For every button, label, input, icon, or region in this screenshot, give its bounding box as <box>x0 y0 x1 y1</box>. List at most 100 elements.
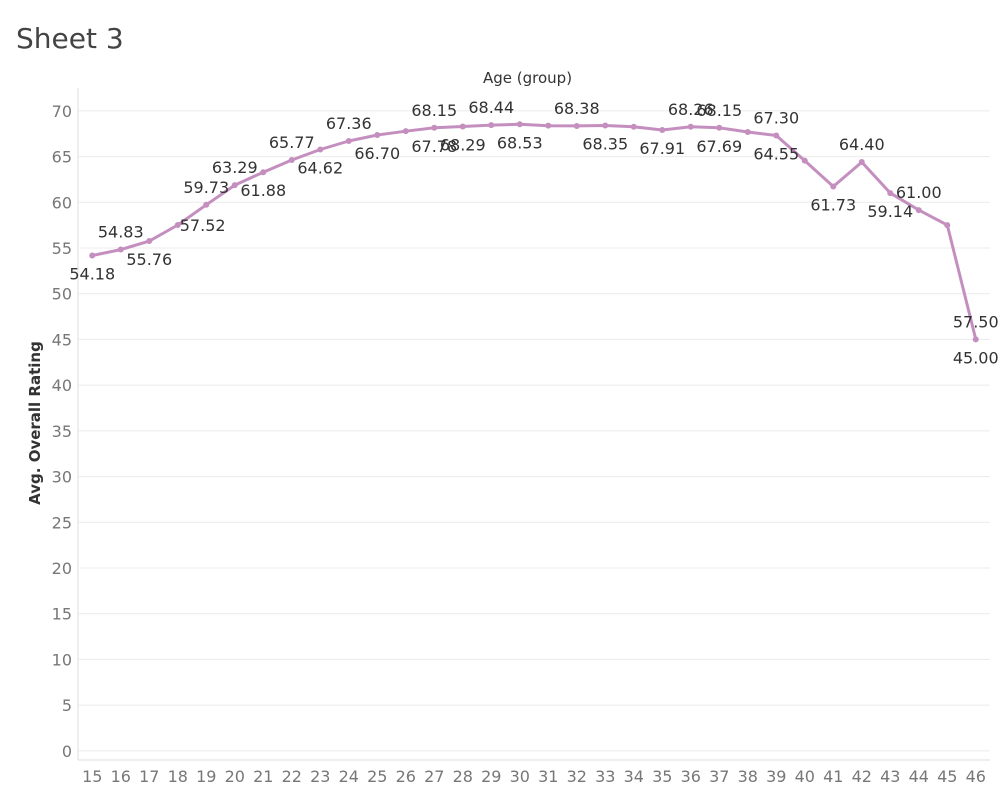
data-label: 67.36 <box>326 114 372 133</box>
data-label: 68.15 <box>411 101 457 120</box>
data-label: 65.77 <box>269 133 315 152</box>
x-tick-label: 44 <box>909 767 929 786</box>
series-avg-overall-rating <box>90 122 978 341</box>
x-tick-label: 33 <box>595 767 615 786</box>
x-tick-label: 23 <box>310 767 330 786</box>
x-tick-label: 37 <box>709 767 729 786</box>
data-point[interactable] <box>488 122 495 129</box>
data-label: 57.52 <box>180 216 226 235</box>
sheet-title: Sheet 3 <box>16 22 124 55</box>
x-tick-label: 28 <box>453 767 473 786</box>
data-point[interactable] <box>915 207 922 214</box>
y-tick-label: 60 <box>52 193 72 212</box>
data-point[interactable] <box>944 222 951 229</box>
x-tick-label: 26 <box>396 767 416 786</box>
data-points <box>89 121 979 343</box>
data-label: 63.29 <box>212 158 258 177</box>
x-tick-label: 29 <box>481 767 501 786</box>
y-tick-label: 25 <box>52 513 72 532</box>
data-label: 61.73 <box>810 195 856 214</box>
data-label: 68.29 <box>440 135 486 154</box>
data-point[interactable] <box>545 122 552 129</box>
data-label: 61.00 <box>896 183 942 202</box>
x-tick-label: 24 <box>339 767 359 786</box>
data-point[interactable] <box>345 138 352 145</box>
data-point[interactable] <box>602 122 609 129</box>
data-label: 64.55 <box>753 145 799 164</box>
data-point[interactable] <box>858 159 865 166</box>
x-tick-label: 20 <box>225 767 245 786</box>
data-point[interactable] <box>630 123 637 130</box>
y-axis-ticks: 0 5 10 15 20 25 30 35 40 45 50 55 60 65 70 <box>52 102 72 761</box>
data-point[interactable] <box>459 123 466 130</box>
data-point[interactable] <box>203 201 210 208</box>
data-point[interactable] <box>260 169 267 176</box>
x-tick-label: 27 <box>424 767 444 786</box>
data-point[interactable] <box>773 132 780 139</box>
x-tick-label: 46 <box>966 767 986 786</box>
x-tick-label: 17 <box>139 767 159 786</box>
data-label: 68.53 <box>497 133 543 152</box>
y-tick-label: 40 <box>52 376 72 395</box>
data-point[interactable] <box>317 146 324 153</box>
data-label: 64.40 <box>839 135 885 154</box>
x-tick-label: 21 <box>253 767 273 786</box>
data-point[interactable] <box>288 157 295 164</box>
data-point[interactable] <box>744 128 751 135</box>
x-tick-label: 18 <box>168 767 188 786</box>
y-tick-label: 15 <box>52 605 72 624</box>
data-point[interactable] <box>687 123 694 130</box>
data-point[interactable] <box>431 124 438 131</box>
x-tick-label: 38 <box>738 767 758 786</box>
data-point[interactable] <box>402 128 409 135</box>
x-tick-label: 15 <box>82 767 102 786</box>
x-tick-label: 41 <box>823 767 843 786</box>
data-label: 68.44 <box>468 98 514 117</box>
data-point[interactable] <box>887 190 894 197</box>
data-point[interactable] <box>659 126 666 133</box>
data-label: 54.83 <box>98 223 144 242</box>
data-point[interactable] <box>146 238 153 245</box>
x-tick-label: 19 <box>196 767 216 786</box>
data-point[interactable] <box>231 182 238 189</box>
x-tick-label: 22 <box>282 767 302 786</box>
x-tick-label: 32 <box>567 767 587 786</box>
data-label: 67.69 <box>696 137 742 156</box>
data-label: 67.78 <box>411 137 457 156</box>
y-tick-label: 10 <box>52 650 72 669</box>
data-label: 68.35 <box>582 134 628 153</box>
data-label: 57.50 <box>953 312 999 331</box>
x-tick-label: 43 <box>880 767 900 786</box>
y-tick-label: 55 <box>52 239 72 258</box>
data-point[interactable] <box>830 183 837 190</box>
data-label: 61.88 <box>240 181 286 200</box>
data-label: 68.38 <box>554 99 600 118</box>
data-point[interactable] <box>117 246 124 253</box>
y-tick-label: 5 <box>62 696 72 715</box>
data-label: 68.15 <box>696 101 742 120</box>
x-tick-label: 31 <box>538 767 558 786</box>
x-tick-label: 45 <box>937 767 957 786</box>
data-label: 55.76 <box>126 250 172 269</box>
y-tick-label: 70 <box>52 102 72 121</box>
data-point[interactable] <box>174 221 181 228</box>
data-point[interactable] <box>516 121 523 128</box>
data-point[interactable] <box>801 157 808 164</box>
data-label: 45.00 <box>953 348 999 367</box>
data-label: 66.70 <box>354 144 400 163</box>
data-point[interactable] <box>573 122 580 129</box>
x-tick-label: 42 <box>852 767 872 786</box>
data-label: 54.18 <box>69 264 115 283</box>
y-tick-label: 45 <box>52 330 72 349</box>
x-axis-title: Age (group) <box>483 69 573 87</box>
x-tick-label: 34 <box>624 767 644 786</box>
data-point[interactable] <box>972 336 979 343</box>
y-tick-label: 30 <box>52 468 72 487</box>
x-tick-label: 40 <box>795 767 815 786</box>
data-point[interactable] <box>374 131 381 138</box>
data-point[interactable] <box>89 252 96 259</box>
gridlines <box>77 88 990 761</box>
data-point[interactable] <box>716 124 723 131</box>
y-tick-label: 20 <box>52 559 72 578</box>
